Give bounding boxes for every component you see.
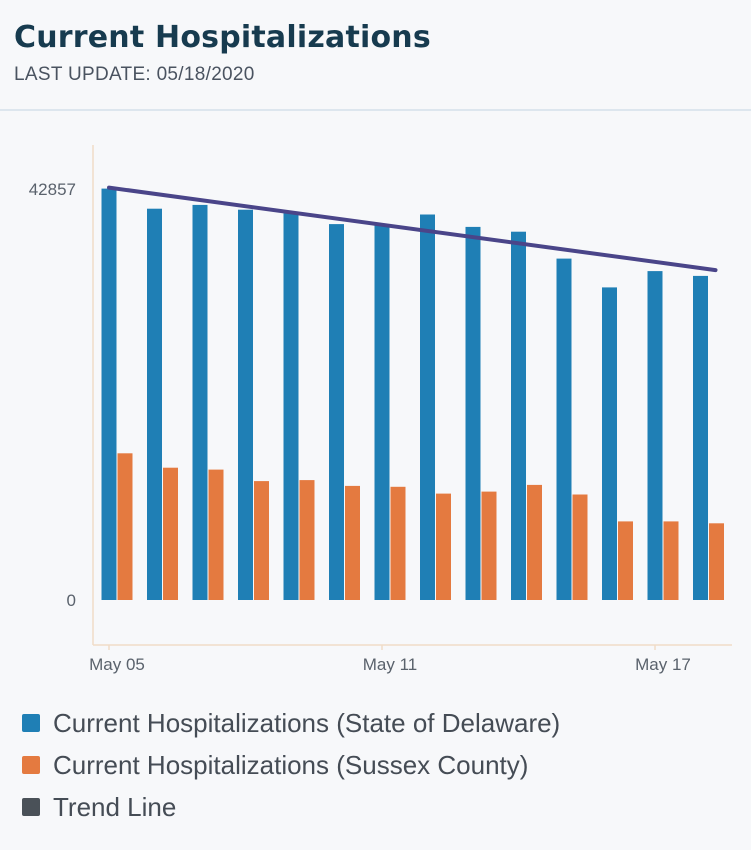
bar-delaware <box>556 258 572 600</box>
bar-delaware <box>147 208 162 600</box>
legend-label-sussex: Current Hospitalizations (Sussex County) <box>53 749 529 780</box>
bar-delaware <box>329 224 344 600</box>
bar-sussex <box>299 480 315 600</box>
legend-label-trend: Trend Line <box>53 791 177 822</box>
bar-sussex <box>208 469 224 600</box>
bar-sussex <box>572 494 588 600</box>
page-title: Current Hospitalizations <box>14 20 431 55</box>
bar-delaware <box>374 224 390 600</box>
bar-sussex <box>117 453 133 600</box>
bar-delaware <box>238 209 253 600</box>
bar-delaware <box>420 214 435 600</box>
bar-delaware <box>511 231 526 600</box>
bar-delaware <box>101 188 117 600</box>
bar-sussex <box>345 485 360 600</box>
bar-delaware <box>647 271 663 600</box>
chart-header: Current Hospitalizations LAST UPDATE: 05… <box>0 0 751 111</box>
bar-delaware <box>283 211 299 600</box>
bar-sussex <box>663 521 679 600</box>
bar-delaware <box>192 204 208 600</box>
trend-line <box>107 185 718 273</box>
legend-swatch-trend <box>22 798 40 816</box>
y-tick-label: 0 <box>67 591 76 610</box>
last-update-label: LAST UPDATE: 05/18/2020 <box>14 64 255 85</box>
legend-item-delaware[interactable]: Current Hospitalizations (State of Delaw… <box>22 702 560 744</box>
bar-chart: 42857 0 May 05 May 11 May 17 <box>29 145 732 674</box>
x-tick-label: May 11 <box>363 655 418 674</box>
x-tick-label: May 17 <box>635 655 691 674</box>
bar-sussex <box>390 486 406 600</box>
bar-sussex <box>709 523 724 600</box>
legend-item-sussex[interactable]: Current Hospitalizations (Sussex County) <box>22 744 560 786</box>
legend-swatch-sussex <box>22 756 40 774</box>
x-tick-label: May 05 <box>89 655 145 674</box>
bar-delaware <box>602 287 617 600</box>
bar-sussex <box>163 467 178 600</box>
bar-sussex <box>618 521 633 600</box>
legend-item-trend[interactable]: Trend Line <box>22 786 560 828</box>
bar-sussex <box>254 481 269 600</box>
chart-legend: Current Hospitalizations (State of Delaw… <box>22 702 560 828</box>
bar-delaware <box>465 226 481 600</box>
bar-sussex <box>436 493 451 600</box>
legend-label-delaware: Current Hospitalizations (State of Delaw… <box>53 707 561 738</box>
bar-delaware <box>693 275 708 600</box>
y-tick-label: 42857 <box>29 180 76 199</box>
bar-sussex <box>481 491 497 600</box>
bar-sussex <box>527 484 542 600</box>
legend-swatch-delaware <box>22 714 40 732</box>
